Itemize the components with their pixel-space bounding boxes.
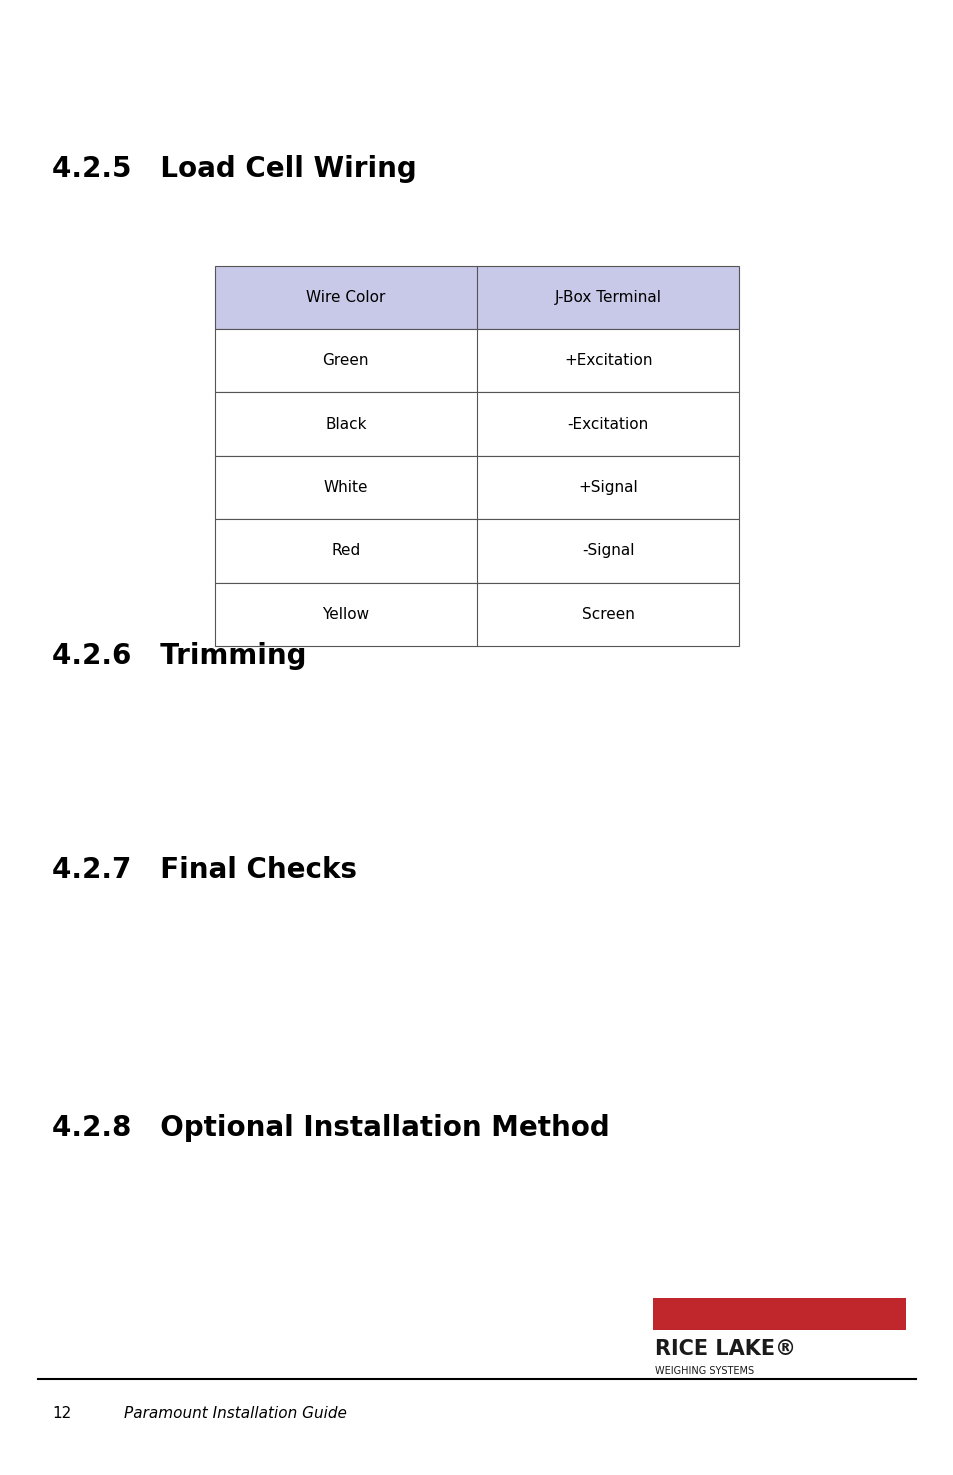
- Bar: [214, 456, 739, 519]
- Text: +Signal: +Signal: [578, 479, 638, 496]
- Text: Paramount Installation Guide: Paramount Installation Guide: [124, 1406, 347, 1420]
- Text: 4.2.7   Final Checks: 4.2.7 Final Checks: [52, 855, 357, 884]
- Text: -Signal: -Signal: [581, 543, 634, 559]
- Text: Yellow: Yellow: [322, 606, 369, 622]
- Text: Screen: Screen: [581, 606, 634, 622]
- Text: 4.2.8   Optional Installation Method: 4.2.8 Optional Installation Method: [52, 1114, 610, 1142]
- Bar: [214, 329, 739, 392]
- Bar: [214, 392, 739, 456]
- Text: Wire Color: Wire Color: [306, 289, 385, 305]
- Text: Green: Green: [322, 353, 369, 369]
- Bar: [214, 266, 739, 329]
- Text: +Excitation: +Excitation: [563, 353, 652, 369]
- Text: Black: Black: [325, 416, 366, 432]
- Text: 4.2.5   Load Cell Wiring: 4.2.5 Load Cell Wiring: [52, 155, 416, 183]
- Bar: [653, 1298, 905, 1330]
- Bar: [214, 519, 739, 583]
- Text: 4.2.6   Trimming: 4.2.6 Trimming: [52, 642, 307, 670]
- Text: J-Box Terminal: J-Box Terminal: [554, 289, 661, 305]
- Text: 12: 12: [52, 1406, 71, 1420]
- Text: RICE LAKE®: RICE LAKE®: [655, 1339, 796, 1360]
- Text: Red: Red: [331, 543, 360, 559]
- Text: White: White: [323, 479, 368, 496]
- Text: WEIGHING SYSTEMS: WEIGHING SYSTEMS: [655, 1366, 754, 1376]
- Bar: [214, 583, 739, 646]
- Text: -Excitation: -Excitation: [567, 416, 648, 432]
